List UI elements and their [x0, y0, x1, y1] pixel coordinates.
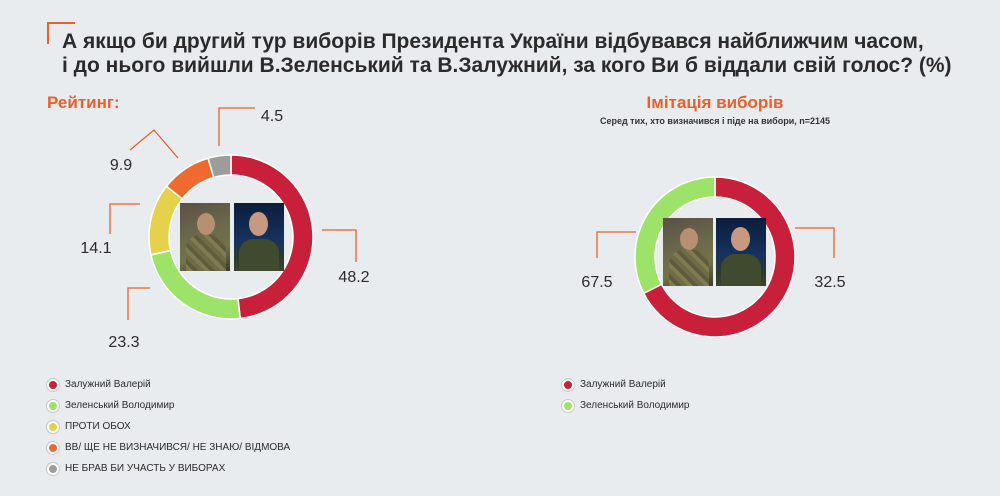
donut-slice — [634, 176, 716, 295]
photo-zelensky-right — [716, 218, 766, 286]
callout-line — [129, 129, 179, 159]
simulation-donut: 67.5 32.5 — [581, 176, 846, 338]
legend-dot — [47, 379, 59, 391]
legend-label: ПРОТИ ОБОХ — [65, 421, 131, 432]
face-shape — [680, 228, 698, 250]
callout-line — [218, 107, 255, 146]
callout-line — [795, 227, 835, 258]
value-label: 48.2 — [338, 269, 369, 286]
legend-label: Залужний Валерій — [580, 379, 666, 390]
legend-dot — [47, 421, 59, 433]
rating-donut: 48.2 23.3 14.1 9.9 4.5 — [80, 107, 370, 351]
photo-zaluzhnyi-right — [663, 218, 713, 286]
value-label: 9.9 — [110, 157, 132, 174]
callout-line — [596, 231, 636, 258]
value-label: 32.5 — [814, 274, 845, 291]
face-shape — [197, 213, 215, 235]
legend-label: Залужний Валерій — [65, 379, 151, 390]
simulation-section-label: Імітація виборів — [646, 93, 784, 112]
page-title: А якщо би другий тур виборів Президента … — [62, 30, 962, 78]
legend-dot — [562, 400, 574, 412]
callout-line — [127, 287, 150, 320]
photo-zaluzhnyi-left — [180, 203, 230, 271]
shirt-shape — [239, 239, 279, 271]
legend-label: Зеленський Володимир — [65, 400, 175, 411]
donut-slice — [165, 157, 215, 200]
legend-label: НЕ БРАВ БИ УЧАСТЬ У ВИБОРАХ — [65, 463, 226, 474]
simulation-subtitle: Серед тих, хто визначився і піде на вибо… — [599, 116, 831, 126]
face-shape — [249, 212, 268, 236]
donut-slice — [207, 154, 232, 179]
shirt-shape — [721, 254, 761, 286]
legend-dot — [47, 463, 59, 475]
corner-accent — [47, 22, 75, 44]
legend-dot — [47, 442, 59, 454]
callout-line — [109, 203, 140, 234]
face-shape — [731, 227, 750, 251]
uniform-shape — [186, 235, 226, 271]
rating-section-label: Рейтинг: — [47, 93, 120, 112]
value-label: 4.5 — [261, 108, 283, 125]
value-label: 67.5 — [581, 274, 612, 291]
legend-label: ВВ/ ЩЕ НЕ ВИЗНАЧИВСЯ/ НЕ ЗНАЮ/ ВІДМОВА — [65, 442, 291, 453]
uniform-shape — [669, 250, 709, 286]
callout-line — [322, 229, 357, 262]
photo-zelensky-left — [234, 203, 284, 271]
donut-slice — [642, 176, 796, 338]
title-line-2: і до нього вийшли В.Зеленський та В.Залу… — [62, 54, 952, 77]
value-label: 14.1 — [80, 240, 111, 257]
donut-slice — [148, 185, 184, 256]
title-line-1: А якщо би другий тур виборів Президента … — [62, 30, 924, 53]
value-label: 23.3 — [108, 334, 139, 351]
legend-dot — [47, 400, 59, 412]
legend-dot — [562, 379, 574, 391]
legend-label: Зеленський Володимир — [580, 400, 690, 411]
